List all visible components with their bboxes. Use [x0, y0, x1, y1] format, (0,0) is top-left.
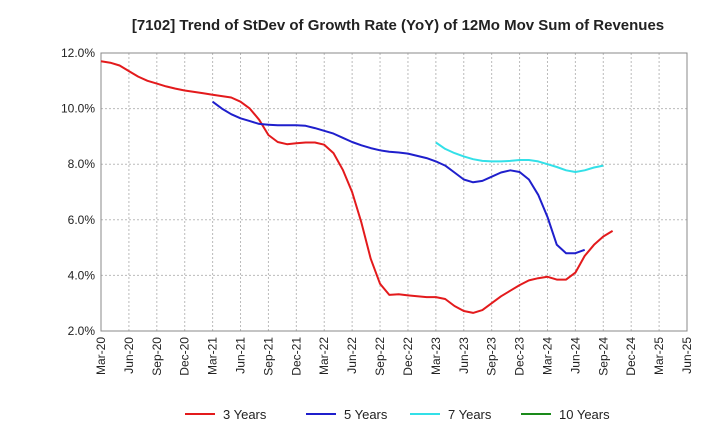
y-tick-label: 2.0%: [68, 324, 96, 338]
x-tick-label: Sep-22: [373, 337, 387, 376]
x-tick-label: Mar-22: [317, 337, 331, 375]
x-tick-label: Jun-21: [234, 337, 248, 374]
legend: 3 Years 5 Years 7 Years 10 Years: [185, 407, 610, 422]
y-tick-label: 10.0%: [61, 102, 95, 116]
x-tick-label: Sep-23: [485, 337, 499, 376]
y-tick-label: 8.0%: [68, 157, 96, 171]
x-tick-label: Mar-25: [652, 337, 666, 375]
x-tick-label: Sep-21: [261, 337, 275, 376]
legend-label: 5 Years: [344, 407, 388, 422]
x-tick-label: Mar-24: [540, 337, 554, 375]
x-tick-label: Jun-24: [568, 337, 582, 374]
x-axis: Mar-20 Jun-20 Sep-20 Dec-20 Mar-21 Jun-21 Sep-…: [94, 337, 694, 376]
x-tick-label: Mar-20: [94, 337, 108, 375]
x-tick-label: Dec-22: [401, 337, 415, 376]
y-axis: 2.0% 4.0% 6.0% 8.0% 10.0% 12.0%: [61, 46, 95, 338]
x-tick-label: Sep-24: [596, 337, 610, 376]
legend-label: 7 Years: [448, 407, 492, 422]
y-tick-label: 12.0%: [61, 46, 95, 60]
x-tick-label: Sep-20: [150, 337, 164, 376]
chart-title: [7102] Trend of StDev of Growth Rate (Yo…: [132, 17, 664, 34]
series-line-7-years: [435, 141, 604, 173]
x-tick-label: Jun-23: [457, 337, 471, 374]
x-tick-label: Jun-20: [122, 337, 136, 374]
legend-label: 3 Years: [223, 407, 267, 422]
series-lines: [100, 60, 614, 314]
x-tick-label: Jun-25: [680, 337, 694, 374]
y-tick-label: 4.0%: [68, 268, 96, 282]
plot-area: [100, 52, 688, 332]
x-tick-label: Dec-24: [624, 337, 638, 376]
grid: [100, 52, 688, 332]
x-tick-label: Mar-23: [429, 337, 443, 375]
x-tick-label: Dec-23: [513, 337, 527, 376]
series-line-3-years: [100, 60, 614, 314]
y-tick-label: 6.0%: [68, 213, 96, 227]
x-tick-label: Mar-21: [206, 337, 220, 375]
x-tick-label: Dec-20: [178, 337, 192, 376]
series-line-5-years: [212, 100, 586, 255]
x-tick-label: Dec-21: [289, 337, 303, 376]
legend-label: 10 Years: [559, 407, 610, 422]
x-tick-label: Jun-22: [345, 337, 359, 374]
